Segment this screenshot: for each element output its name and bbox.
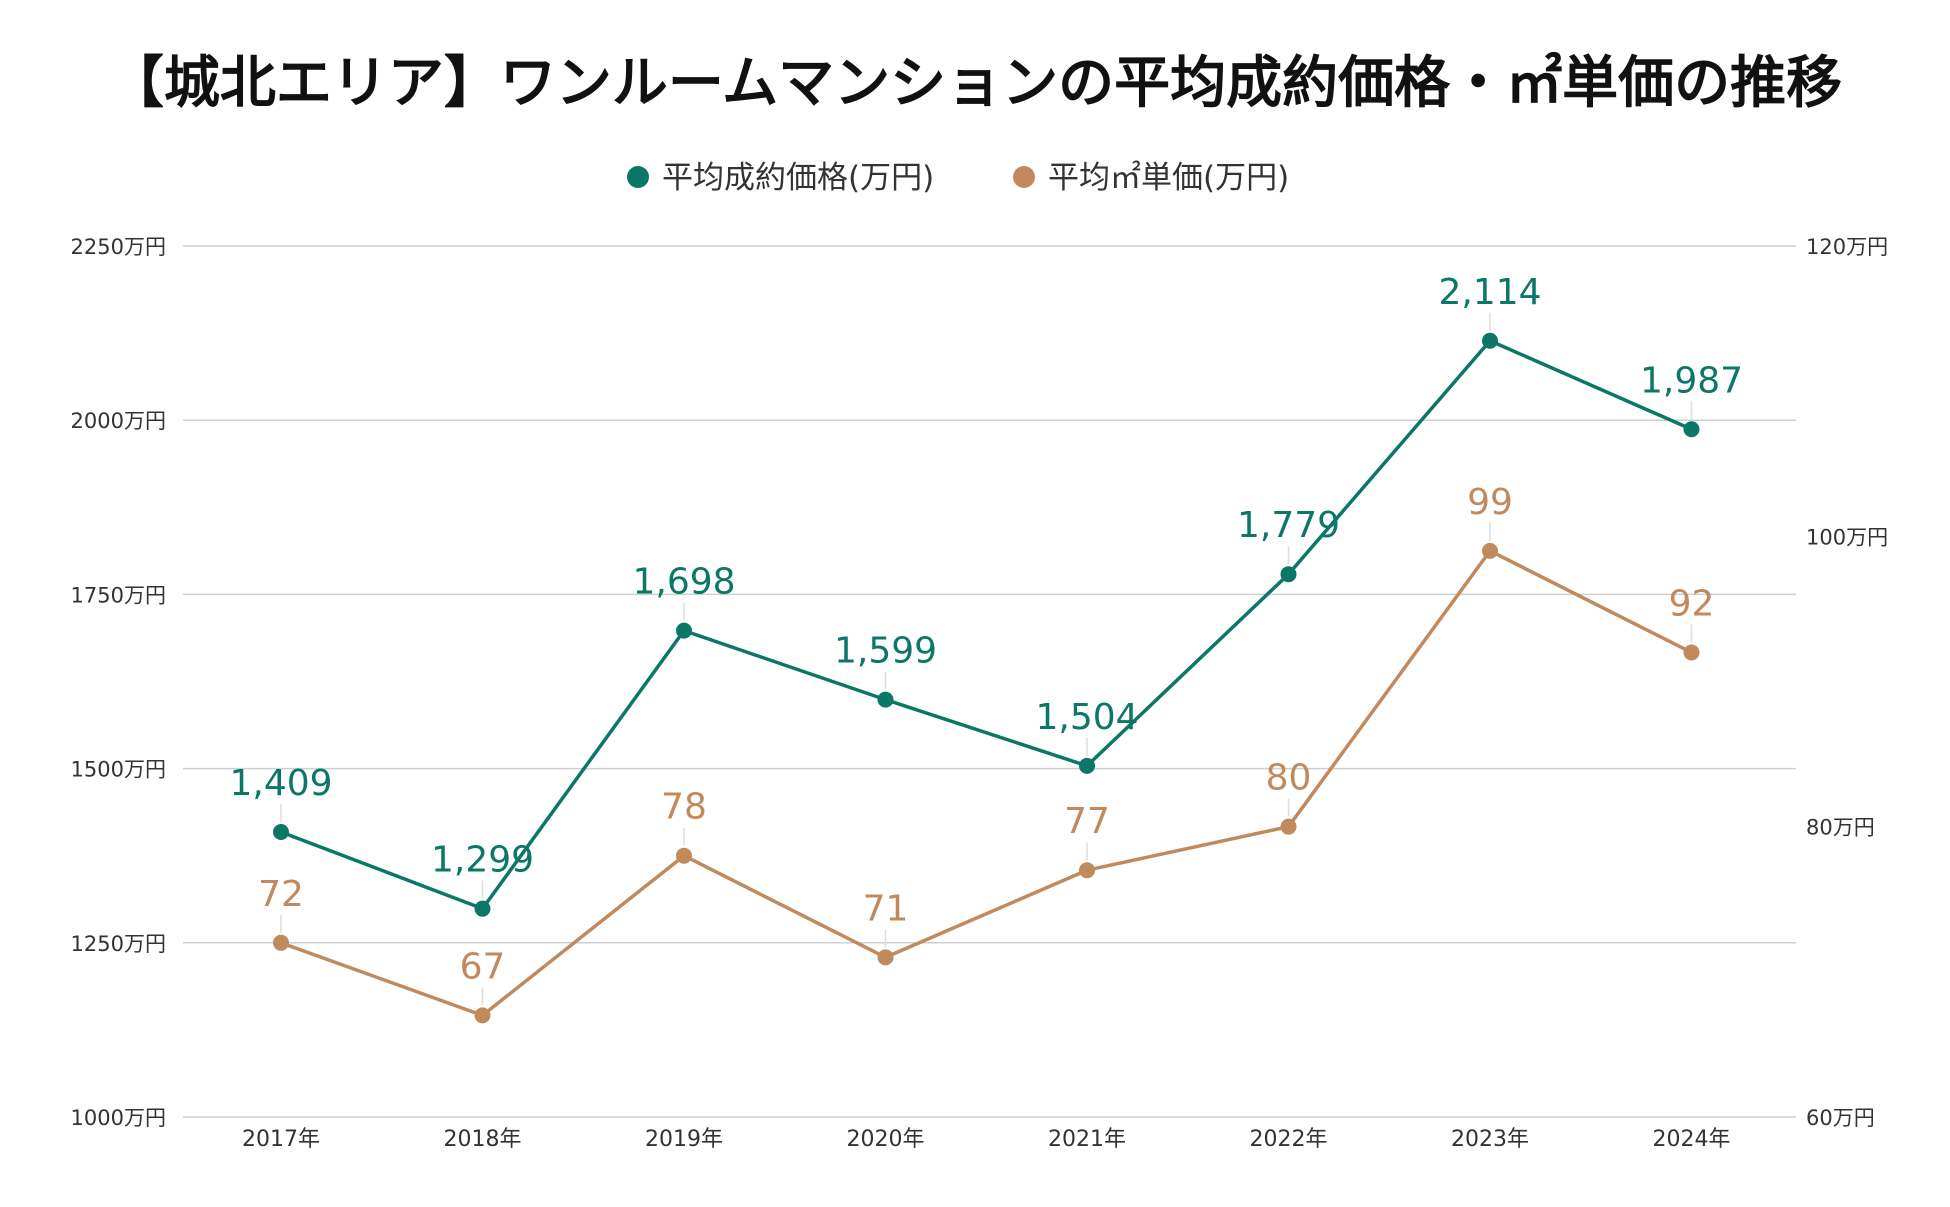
chart-title: 【城北エリア】ワンルームマンションの平均成約価格・㎡単価の推移 [108, 51, 1842, 116]
legend: 平均成約価格(万円) 平均㎡単価(万円) [627, 160, 1289, 196]
x-axis-tick-label: 2022年 [1250, 1127, 1328, 1152]
left-axis: 1000万円 1250万円 1500万円 1750万円 2000万円 2250万円 [71, 235, 166, 1130]
data-label: 72 [258, 874, 304, 915]
data-label: 99 [1467, 482, 1513, 523]
right-axis-tick-label: 120万円 [1806, 235, 1888, 259]
left-axis-tick-label: 2250万円 [71, 235, 166, 259]
series-price: 1,409 1,299 1,698 1,599 1,504 1,779 2,114 1,987 [229, 272, 1743, 917]
data-label: 1,409 [229, 763, 332, 804]
data-point[interactable] [877, 691, 894, 708]
data-point[interactable] [1280, 818, 1297, 835]
right-axis-tick-label: 100万円 [1806, 525, 1888, 549]
legend-label-unit-price: 平均㎡単価(万円) [1048, 160, 1289, 196]
data-point[interactable] [1079, 862, 1095, 879]
x-axis-tick-label: 2017年 [242, 1127, 320, 1152]
series-unit-price: 72 67 78 71 77 80 99 92 [258, 482, 1714, 1024]
series-line [280, 549, 1693, 1018]
x-axis: 2017年 2018年 2019年 2020年 2021年 2022年 2023年 2024年 [242, 1127, 1731, 1152]
data-point[interactable] [474, 1007, 491, 1024]
x-axis-tick-label: 2024年 [1653, 1127, 1731, 1152]
data-point[interactable] [273, 934, 289, 951]
data-point[interactable] [474, 900, 491, 917]
data-label: 1,299 [431, 840, 534, 881]
right-axis: 60万円 80万円 100万円 120万円 [1806, 235, 1888, 1130]
data-point[interactable] [1482, 332, 1498, 349]
data-label: 78 [661, 787, 707, 828]
data-label: 1,987 [1640, 360, 1743, 401]
data-point[interactable] [273, 824, 289, 841]
data-point[interactable] [1683, 644, 1700, 661]
data-point[interactable] [676, 622, 692, 639]
x-axis-tick-label: 2021年 [1048, 1127, 1126, 1152]
data-label: 1,779 [1237, 505, 1340, 546]
data-label: 80 [1266, 758, 1312, 799]
series-layer: 1,409 1,299 1,698 1,599 1,504 1,779 2,114 1,987… [229, 272, 1743, 1024]
x-axis-tick-label: 2019年 [645, 1127, 723, 1152]
data-point[interactable] [877, 949, 894, 966]
left-axis-tick-label: 1750万円 [71, 583, 166, 607]
left-axis-tick-label: 1250万円 [71, 932, 166, 956]
data-label: 67 [460, 946, 506, 987]
left-axis-tick-label: 1000万円 [71, 1106, 166, 1130]
data-label: 1,698 [632, 562, 735, 603]
data-point[interactable] [1683, 421, 1700, 438]
gridlines [183, 245, 1796, 1118]
legend-marker-price [627, 166, 649, 188]
data-point[interactable] [1079, 757, 1095, 774]
legend-marker-unit-price [1013, 166, 1035, 188]
data-label: 77 [1064, 801, 1110, 842]
x-axis-tick-label: 2023年 [1451, 1127, 1529, 1152]
x-axis-tick-label: 2020年 [847, 1127, 925, 1152]
data-point[interactable] [1482, 542, 1498, 559]
data-label: 92 [1669, 583, 1715, 624]
right-axis-tick-label: 60万円 [1806, 1106, 1875, 1130]
left-axis-tick-label: 2000万円 [71, 409, 166, 433]
series-line [280, 339, 1693, 911]
data-label: 1,504 [1035, 697, 1138, 738]
data-label: 71 [863, 888, 909, 929]
legend-label-price: 平均成約価格(万円) [662, 160, 934, 196]
left-axis-tick-label: 1500万円 [71, 758, 166, 782]
right-axis-tick-label: 80万円 [1806, 816, 1875, 840]
data-point[interactable] [676, 847, 692, 864]
data-label: 1,599 [834, 631, 937, 672]
data-point[interactable] [1280, 566, 1297, 583]
data-label: 2,114 [1438, 272, 1541, 313]
x-axis-tick-label: 2018年 [444, 1127, 522, 1152]
